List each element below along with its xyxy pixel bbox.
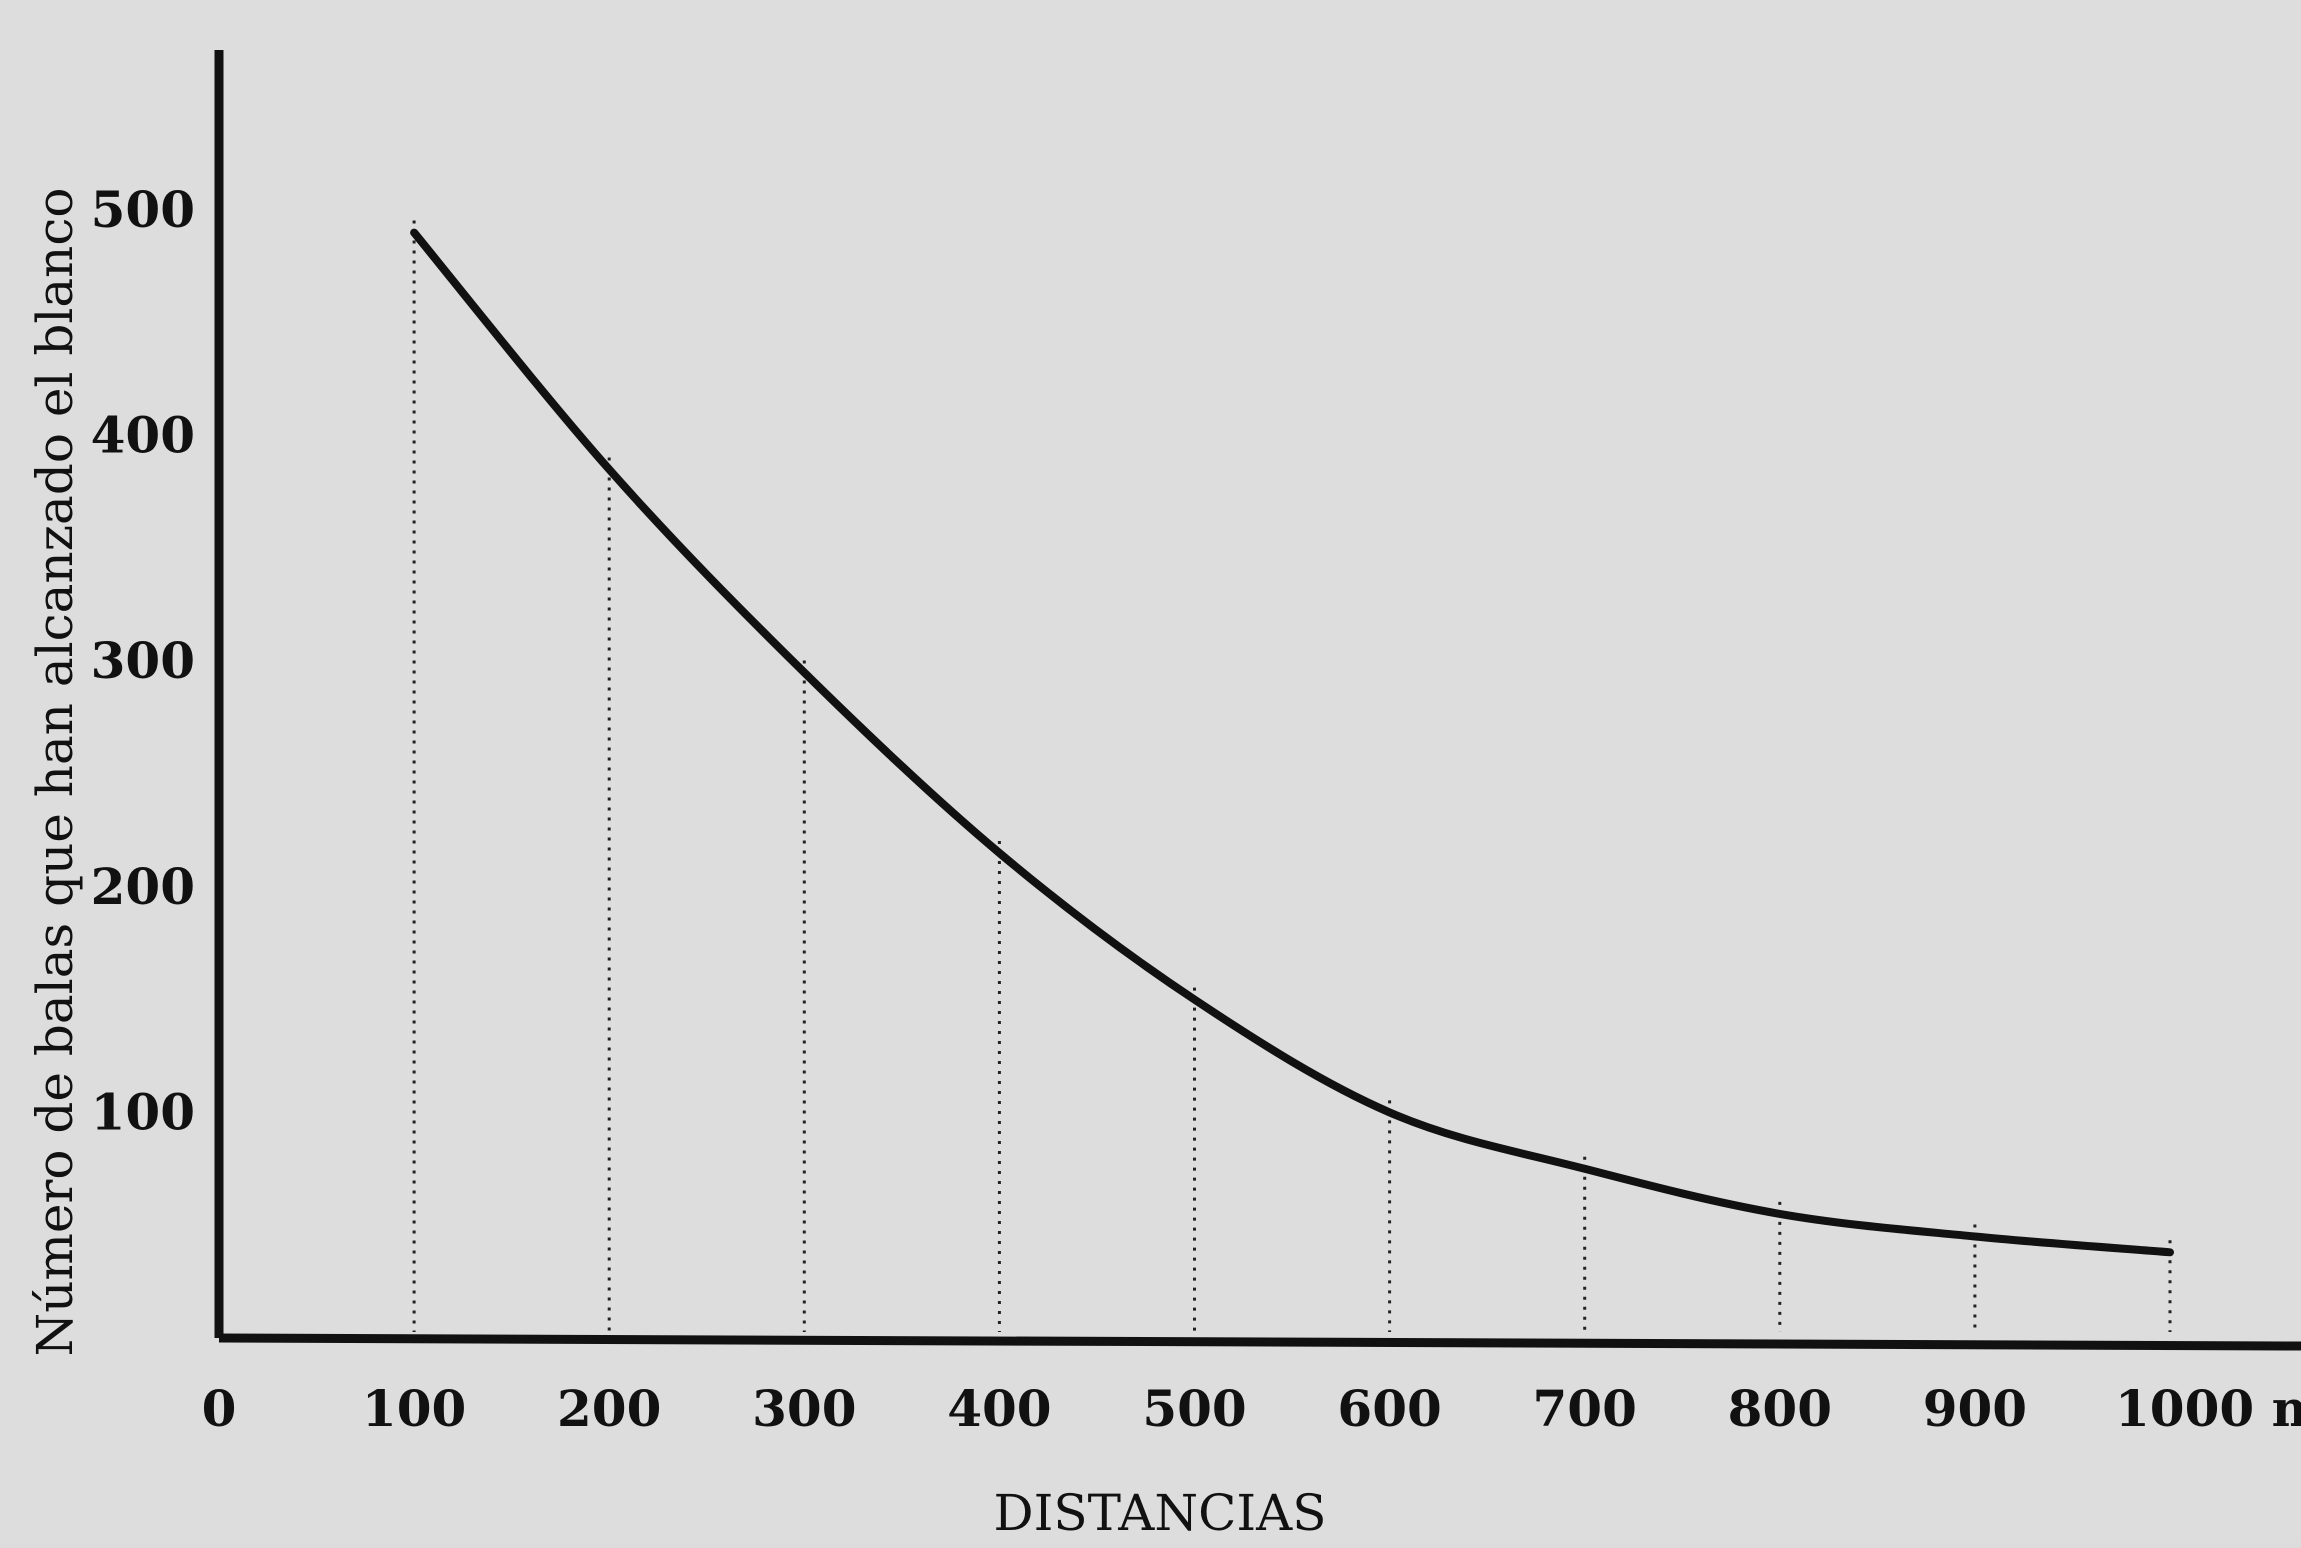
x-axis-title: DISTANCIAS bbox=[994, 1484, 1327, 1542]
y-tick-label: 400 bbox=[91, 406, 195, 465]
x-tick-label: 300 bbox=[752, 1379, 856, 1438]
y-tick-labels: 100 200 300 400 500 bbox=[91, 180, 195, 1141]
y-tick-label: 300 bbox=[91, 631, 195, 690]
series-line bbox=[410, 228, 2174, 1257]
x-tick-label: 900 bbox=[1923, 1379, 2027, 1438]
y-axis-title: Número de balas que han alcanzado el bla… bbox=[26, 188, 84, 1357]
x-tick-label: 100 bbox=[362, 1379, 466, 1438]
x-tick-label: 800 bbox=[1728, 1379, 1832, 1438]
y-tick-label: 100 bbox=[91, 1082, 195, 1141]
y-tick-label: 500 bbox=[91, 180, 195, 239]
x-tick-label: 400 bbox=[947, 1379, 1051, 1438]
dropline-layer bbox=[412, 220, 2172, 1332]
x-axis-line bbox=[218, 1333, 2301, 1351]
x-tick-label: 200 bbox=[557, 1379, 661, 1438]
x-tick-labels: 0 100 200 300 400 500 600 700 800 900 1000 m bbox=[202, 1379, 2301, 1438]
x-tick-label: 1000 m bbox=[2115, 1379, 2301, 1438]
x-tick-label: 0 bbox=[202, 1379, 237, 1438]
x-tick-label: 600 bbox=[1337, 1379, 1441, 1438]
x-tick-label: 500 bbox=[1142, 1379, 1246, 1438]
y-tick-label: 200 bbox=[91, 857, 195, 916]
x-tick-label: 700 bbox=[1533, 1379, 1637, 1438]
